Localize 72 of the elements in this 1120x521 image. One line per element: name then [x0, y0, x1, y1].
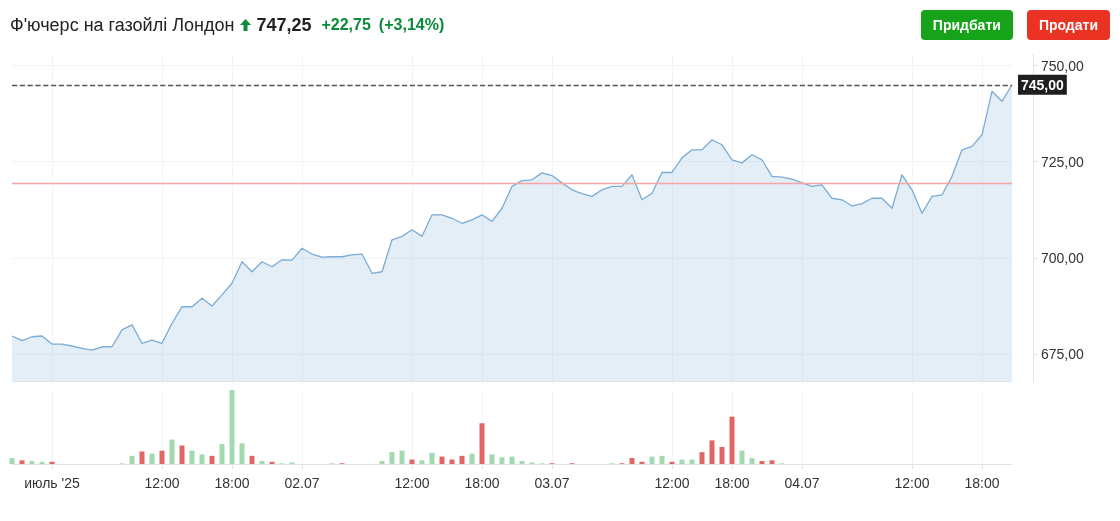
bar: [29, 461, 35, 464]
text: Придбати: [920, 10, 1013, 40]
bar: [439, 456, 445, 464]
x-tick-label: июль '25: [24, 475, 81, 491]
chart-title: Ф'ючерс на газойлі Лондон: [10, 14, 235, 36]
bar: [9, 458, 15, 464]
bar: [39, 461, 45, 464]
text: (+3,14%): [378, 16, 445, 34]
bar: [499, 457, 505, 464]
x-tick-label: 18:00: [714, 475, 750, 491]
bar: [419, 460, 425, 464]
bar: [239, 443, 245, 464]
y-tick-label: 725,00: [1041, 153, 1085, 170]
bar: [459, 455, 465, 464]
x-tick-label: 18:00: [964, 475, 1000, 491]
bar: [169, 439, 175, 464]
x-tick-label: 04.07: [784, 475, 820, 491]
bar: [729, 416, 735, 464]
y-tick-label: 750,00: [1041, 57, 1085, 74]
bar: [189, 450, 195, 464]
bar: [709, 440, 715, 464]
bar: [159, 450, 165, 464]
x-tick-label: 12:00: [144, 475, 180, 491]
bar: [739, 450, 745, 464]
bar: [399, 450, 405, 464]
bar: [719, 446, 725, 464]
bar: [659, 455, 665, 464]
x-tick-label: 12:00: [394, 475, 430, 491]
bar: [209, 455, 215, 464]
x-tick-label: 02.07: [284, 475, 320, 491]
bar: [409, 459, 415, 464]
bar: [249, 455, 255, 464]
bar: [179, 445, 185, 464]
bar: [749, 458, 755, 464]
bar: [259, 461, 265, 464]
x-tick-label: 18:00: [464, 475, 500, 491]
bar: [489, 454, 495, 464]
bar: [449, 459, 455, 464]
bar: [269, 461, 275, 464]
bar: [199, 454, 205, 464]
bar: [689, 459, 695, 464]
bar: [469, 453, 475, 464]
y-tick-label: 675,00: [1041, 346, 1085, 363]
bar: [509, 456, 515, 464]
ref-line-label: 745,00: [1021, 76, 1065, 93]
bar: [219, 444, 225, 464]
text: 747,25: [256, 14, 312, 36]
x-tick-label: 12:00: [654, 475, 690, 491]
x-tick-label: 18:00: [214, 475, 250, 491]
bar: [479, 423, 485, 464]
x-tick-label: 12:00: [894, 475, 930, 491]
bar: [629, 458, 635, 464]
bar: [19, 460, 25, 464]
bar: [769, 460, 775, 464]
bar: [129, 455, 135, 464]
bar: [379, 461, 385, 464]
bar: [389, 452, 395, 464]
bar: [759, 461, 765, 464]
bar: [679, 459, 685, 464]
text: Продати: [1026, 10, 1110, 40]
bar: [669, 461, 675, 464]
bar: [139, 451, 145, 464]
y-tick-label: 700,00: [1041, 249, 1085, 266]
x-tick-label: 03.07: [534, 475, 570, 491]
bar: [649, 456, 655, 464]
bar: [429, 452, 435, 464]
bar: [699, 452, 705, 464]
text: +22,75: [321, 16, 371, 34]
bar: [149, 453, 155, 464]
bar: [639, 461, 645, 464]
bar: [519, 461, 525, 464]
bar: [49, 461, 55, 464]
